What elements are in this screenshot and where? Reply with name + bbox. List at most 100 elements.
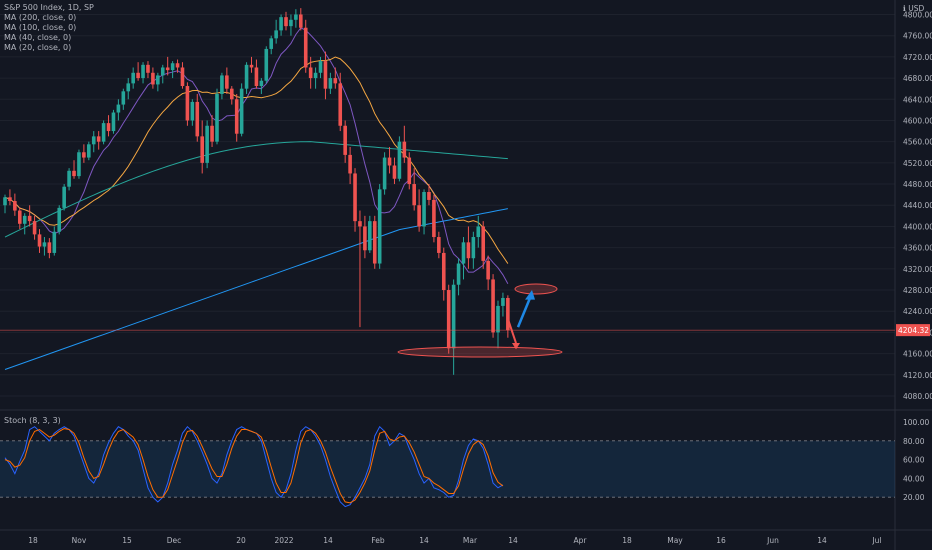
price-tick-label: 4240.00 xyxy=(903,307,932,316)
candle-body xyxy=(234,99,239,134)
candle-body xyxy=(284,17,288,27)
candle-body xyxy=(27,215,32,222)
chart-title: S&P 500 Index, 1D, SP xyxy=(4,3,94,12)
candle-body xyxy=(358,221,362,227)
stochastic-label[interactable]: Stoch (8, 3, 3) xyxy=(4,416,61,425)
candle-body xyxy=(501,297,505,306)
currency-label: ℹ USD xyxy=(903,4,924,13)
price-tick-label: 4120.00 xyxy=(903,371,932,380)
candle-body xyxy=(121,91,126,105)
candle-body xyxy=(451,284,456,349)
candle-body xyxy=(491,279,495,333)
candle-body xyxy=(215,93,219,142)
indicator-ma40[interactable]: MA (40, close, 0) xyxy=(4,33,72,42)
time-tick-label: Jul xyxy=(871,536,881,545)
down-arrow xyxy=(507,318,517,344)
candle-body xyxy=(220,75,224,94)
candle-body xyxy=(32,221,37,235)
candle-body xyxy=(289,19,293,27)
price-tick-label: 4080.00 xyxy=(903,392,932,401)
candle-body xyxy=(82,152,86,158)
stoch-tick-label: 100.00 xyxy=(903,418,929,427)
candle-body xyxy=(323,61,328,89)
candle-body xyxy=(397,141,402,179)
candle-body xyxy=(239,88,244,134)
time-tick-label: 14 xyxy=(419,536,429,545)
target-ellipse xyxy=(514,283,558,295)
candle-body xyxy=(106,123,111,132)
candle-body xyxy=(363,226,367,251)
candle-body xyxy=(382,157,387,190)
indicator-ma200[interactable]: MA (200, close, 0) xyxy=(4,13,77,22)
candle-body xyxy=(13,201,17,211)
candle-body xyxy=(170,63,175,71)
price-tick-label: 4280.00 xyxy=(903,286,932,295)
candle-body xyxy=(3,197,7,206)
candle-body xyxy=(377,189,382,264)
candle-body xyxy=(402,141,407,158)
time-tick-label: 14 xyxy=(323,536,333,545)
time-tick-label: Nov xyxy=(72,536,87,545)
candle-body xyxy=(441,252,446,291)
candle-body xyxy=(417,205,421,227)
candle-body xyxy=(269,38,274,49)
indicator-ma20[interactable]: MA (20, close, 0) xyxy=(4,43,72,52)
candle-body xyxy=(131,72,135,84)
price-tick-label: 4520.00 xyxy=(903,159,932,168)
candle-body xyxy=(67,170,71,187)
candle-body xyxy=(506,297,510,331)
price-tick-label: 4720.00 xyxy=(903,53,932,62)
time-tick-label: 20 xyxy=(236,536,246,545)
candle-body xyxy=(126,83,131,92)
candle-body xyxy=(180,67,185,87)
price-tick-label: 4480.00 xyxy=(903,180,932,189)
price-tick-label: 4400.00 xyxy=(903,222,932,231)
candle-body xyxy=(254,67,259,87)
candle-body xyxy=(486,260,490,280)
candle-body xyxy=(343,125,347,155)
candle-body xyxy=(22,215,27,224)
stoch-tick-label: 60.00 xyxy=(903,456,925,465)
candle-body xyxy=(259,80,264,87)
candle-body xyxy=(72,170,76,177)
up-arrowhead xyxy=(525,290,535,300)
price-tick-label: 4680.00 xyxy=(903,74,932,83)
drawing-annotations[interactable] xyxy=(397,283,563,358)
candle-body xyxy=(47,242,52,253)
candlestick-series xyxy=(3,8,510,375)
time-tick-label: 18 xyxy=(28,536,38,545)
candle-body xyxy=(372,221,377,264)
candle-body xyxy=(476,226,481,238)
candle-body xyxy=(111,112,116,132)
candle-body xyxy=(37,234,42,247)
price-tick-label: 4320.00 xyxy=(903,265,932,274)
candle-body xyxy=(87,144,91,158)
stoch-tick-label: 40.00 xyxy=(903,474,925,483)
candle-body xyxy=(101,123,106,142)
price-tick-label: 4640.00 xyxy=(903,95,932,104)
time-tick-label: 14 xyxy=(508,536,518,545)
time-tick-label: 14 xyxy=(817,536,827,545)
indicator-ma100[interactable]: MA (100, close, 0) xyxy=(4,23,77,32)
current-price-badge xyxy=(896,324,930,337)
candle-body xyxy=(353,173,357,222)
candle-body xyxy=(466,242,471,259)
candle-body xyxy=(318,61,323,73)
candle-body xyxy=(175,63,180,68)
time-tick-label: Dec xyxy=(167,536,182,545)
ma40-line xyxy=(4,56,509,264)
candle-body xyxy=(116,104,121,113)
time-axis[interactable]: 18 Nov 15 Dec 20 2022 14 Feb 14 Mar 14 Apr 18 May 16 Ju… xyxy=(0,529,932,545)
candle-body xyxy=(225,75,229,89)
candle-body xyxy=(141,64,145,79)
candle-body xyxy=(387,157,392,166)
time-tick-label: 16 xyxy=(716,536,726,545)
price-tick-label: 4760.00 xyxy=(903,32,932,41)
candle-body xyxy=(412,184,416,206)
stochastic-pane: 100.00 80.00 60.00 40.00 20.00 xyxy=(0,409,932,508)
stoch-tick-label: 80.00 xyxy=(903,437,925,446)
price-tick-label: 4560.00 xyxy=(903,138,932,147)
time-tick-label: Feb xyxy=(371,536,385,545)
